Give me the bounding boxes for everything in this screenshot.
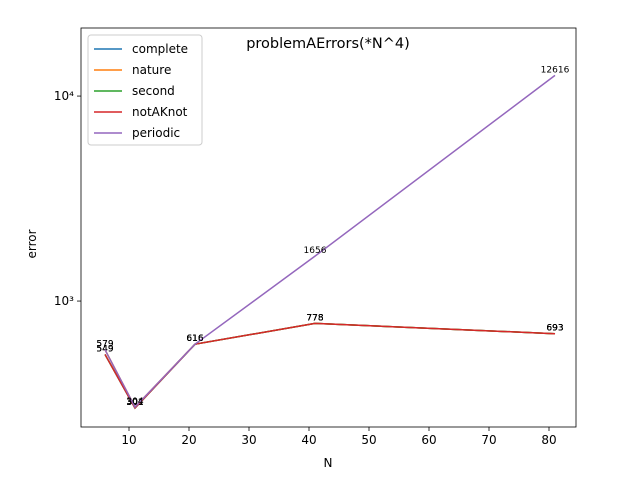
value-label: 304 [126, 397, 143, 407]
x-axis-label: N [324, 456, 333, 470]
value-label: 549 [96, 344, 113, 354]
y-tick-label: 10³ [54, 294, 74, 308]
value-label: 693 [546, 324, 563, 334]
value-label: 549 [96, 344, 113, 354]
value-label: 693 [546, 324, 563, 334]
value-label: 616 [186, 334, 203, 344]
value-label: 301 [126, 398, 143, 408]
value-label: 12616 [541, 65, 570, 75]
value-label: 693 [546, 324, 563, 334]
x-tick-label: 50 [361, 433, 376, 447]
value-label: 304 [126, 397, 143, 407]
x-tick-label: 70 [481, 433, 496, 447]
legend-label: second [132, 84, 175, 98]
x-tick-label: 30 [241, 433, 256, 447]
value-label: 778 [306, 313, 323, 323]
value-label: 778 [306, 313, 323, 323]
value-label: 579 [96, 340, 113, 350]
chart-title: problemAErrors(*N^4) [246, 36, 410, 52]
series-line [104, 74, 556, 409]
legend-label: notAKnot [132, 105, 188, 119]
value-label: 579 [96, 340, 113, 350]
value-label: 616 [186, 334, 203, 344]
x-tick-label: 10 [121, 433, 136, 447]
legend-label: periodic [132, 126, 180, 140]
x-tick-label: 40 [301, 433, 316, 447]
legend-label: nature [132, 63, 171, 77]
value-label: 549 [96, 344, 113, 354]
value-label: 693 [546, 324, 563, 334]
value-label: 616 [186, 334, 203, 344]
y-tick-label: 10⁴ [54, 89, 74, 103]
x-tick-label: 20 [181, 433, 196, 447]
value-label: 301 [126, 398, 143, 408]
value-label: 616 [186, 334, 203, 344]
plot-frame [80, 27, 577, 428]
x-tick-label: 60 [421, 433, 436, 447]
value-label: 778 [306, 313, 323, 323]
legend-label: complete [132, 42, 188, 56]
value-label: 616 [186, 334, 203, 344]
value-label: 778 [306, 313, 323, 323]
value-label: 1656 [304, 246, 327, 256]
y-axis-label: error [25, 229, 39, 258]
value-label: 301 [126, 398, 143, 408]
legend-box [87, 34, 203, 146]
x-tick-label: 80 [541, 433, 556, 447]
